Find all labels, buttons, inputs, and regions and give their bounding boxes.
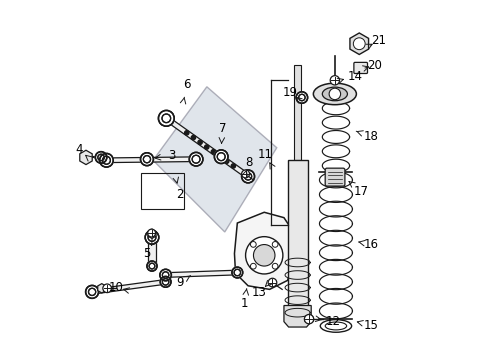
Text: 10: 10 bbox=[108, 281, 123, 294]
Text: 1: 1 bbox=[240, 297, 248, 310]
Circle shape bbox=[140, 153, 153, 166]
Circle shape bbox=[85, 285, 99, 298]
Circle shape bbox=[267, 278, 276, 287]
Polygon shape bbox=[164, 116, 249, 179]
Polygon shape bbox=[349, 33, 368, 54]
Circle shape bbox=[329, 76, 339, 85]
Circle shape bbox=[241, 170, 254, 183]
Text: 9: 9 bbox=[176, 276, 183, 289]
Circle shape bbox=[211, 150, 215, 154]
Circle shape bbox=[231, 267, 242, 278]
Circle shape bbox=[100, 153, 113, 167]
Text: 17: 17 bbox=[353, 185, 368, 198]
Circle shape bbox=[328, 88, 340, 100]
Ellipse shape bbox=[313, 83, 356, 105]
Text: 6: 6 bbox=[183, 78, 190, 91]
FancyBboxPatch shape bbox=[353, 62, 367, 73]
Circle shape bbox=[304, 315, 313, 324]
Ellipse shape bbox=[320, 320, 351, 332]
Circle shape bbox=[353, 38, 365, 50]
Text: 12: 12 bbox=[325, 315, 340, 328]
Text: 21: 21 bbox=[371, 34, 386, 48]
Circle shape bbox=[224, 159, 228, 163]
Polygon shape bbox=[165, 270, 237, 277]
Circle shape bbox=[253, 244, 274, 266]
Text: 15: 15 bbox=[363, 319, 377, 332]
Text: 16: 16 bbox=[363, 238, 378, 251]
Text: 3: 3 bbox=[168, 149, 175, 162]
Circle shape bbox=[191, 135, 195, 140]
Ellipse shape bbox=[325, 322, 346, 330]
Circle shape bbox=[250, 264, 256, 269]
Circle shape bbox=[198, 140, 202, 144]
Circle shape bbox=[102, 284, 111, 293]
Polygon shape bbox=[305, 315, 312, 324]
Circle shape bbox=[145, 230, 159, 244]
Text: 19: 19 bbox=[283, 86, 297, 99]
Polygon shape bbox=[234, 212, 296, 289]
Polygon shape bbox=[80, 150, 92, 165]
Ellipse shape bbox=[322, 87, 346, 101]
Circle shape bbox=[272, 242, 277, 247]
Text: 4: 4 bbox=[75, 143, 82, 156]
Circle shape bbox=[160, 269, 171, 281]
Circle shape bbox=[204, 145, 208, 149]
Circle shape bbox=[147, 261, 157, 271]
Circle shape bbox=[250, 242, 256, 247]
Circle shape bbox=[245, 237, 282, 274]
Circle shape bbox=[231, 164, 235, 168]
Polygon shape bbox=[287, 160, 307, 306]
Circle shape bbox=[218, 154, 222, 159]
Polygon shape bbox=[106, 157, 196, 163]
Circle shape bbox=[184, 131, 188, 135]
Text: 18: 18 bbox=[363, 130, 377, 143]
Circle shape bbox=[272, 264, 277, 269]
Circle shape bbox=[95, 152, 106, 163]
Circle shape bbox=[147, 229, 155, 237]
Text: 13: 13 bbox=[251, 287, 266, 300]
Text: 20: 20 bbox=[366, 59, 381, 72]
Polygon shape bbox=[148, 229, 156, 238]
Polygon shape bbox=[284, 306, 310, 327]
Circle shape bbox=[214, 150, 227, 163]
Circle shape bbox=[189, 152, 203, 166]
Circle shape bbox=[241, 170, 249, 178]
Text: 5: 5 bbox=[143, 247, 150, 260]
Polygon shape bbox=[98, 284, 105, 293]
Text: 14: 14 bbox=[347, 69, 362, 82]
Polygon shape bbox=[92, 279, 165, 294]
Polygon shape bbox=[148, 237, 156, 266]
Polygon shape bbox=[153, 87, 276, 232]
Text: 8: 8 bbox=[245, 156, 252, 168]
FancyBboxPatch shape bbox=[325, 168, 344, 186]
Circle shape bbox=[296, 92, 307, 103]
Text: 2: 2 bbox=[176, 188, 183, 201]
Text: 11: 11 bbox=[257, 148, 272, 161]
Circle shape bbox=[160, 276, 171, 287]
Circle shape bbox=[158, 111, 174, 126]
Polygon shape bbox=[293, 65, 301, 160]
Text: 7: 7 bbox=[218, 122, 225, 135]
